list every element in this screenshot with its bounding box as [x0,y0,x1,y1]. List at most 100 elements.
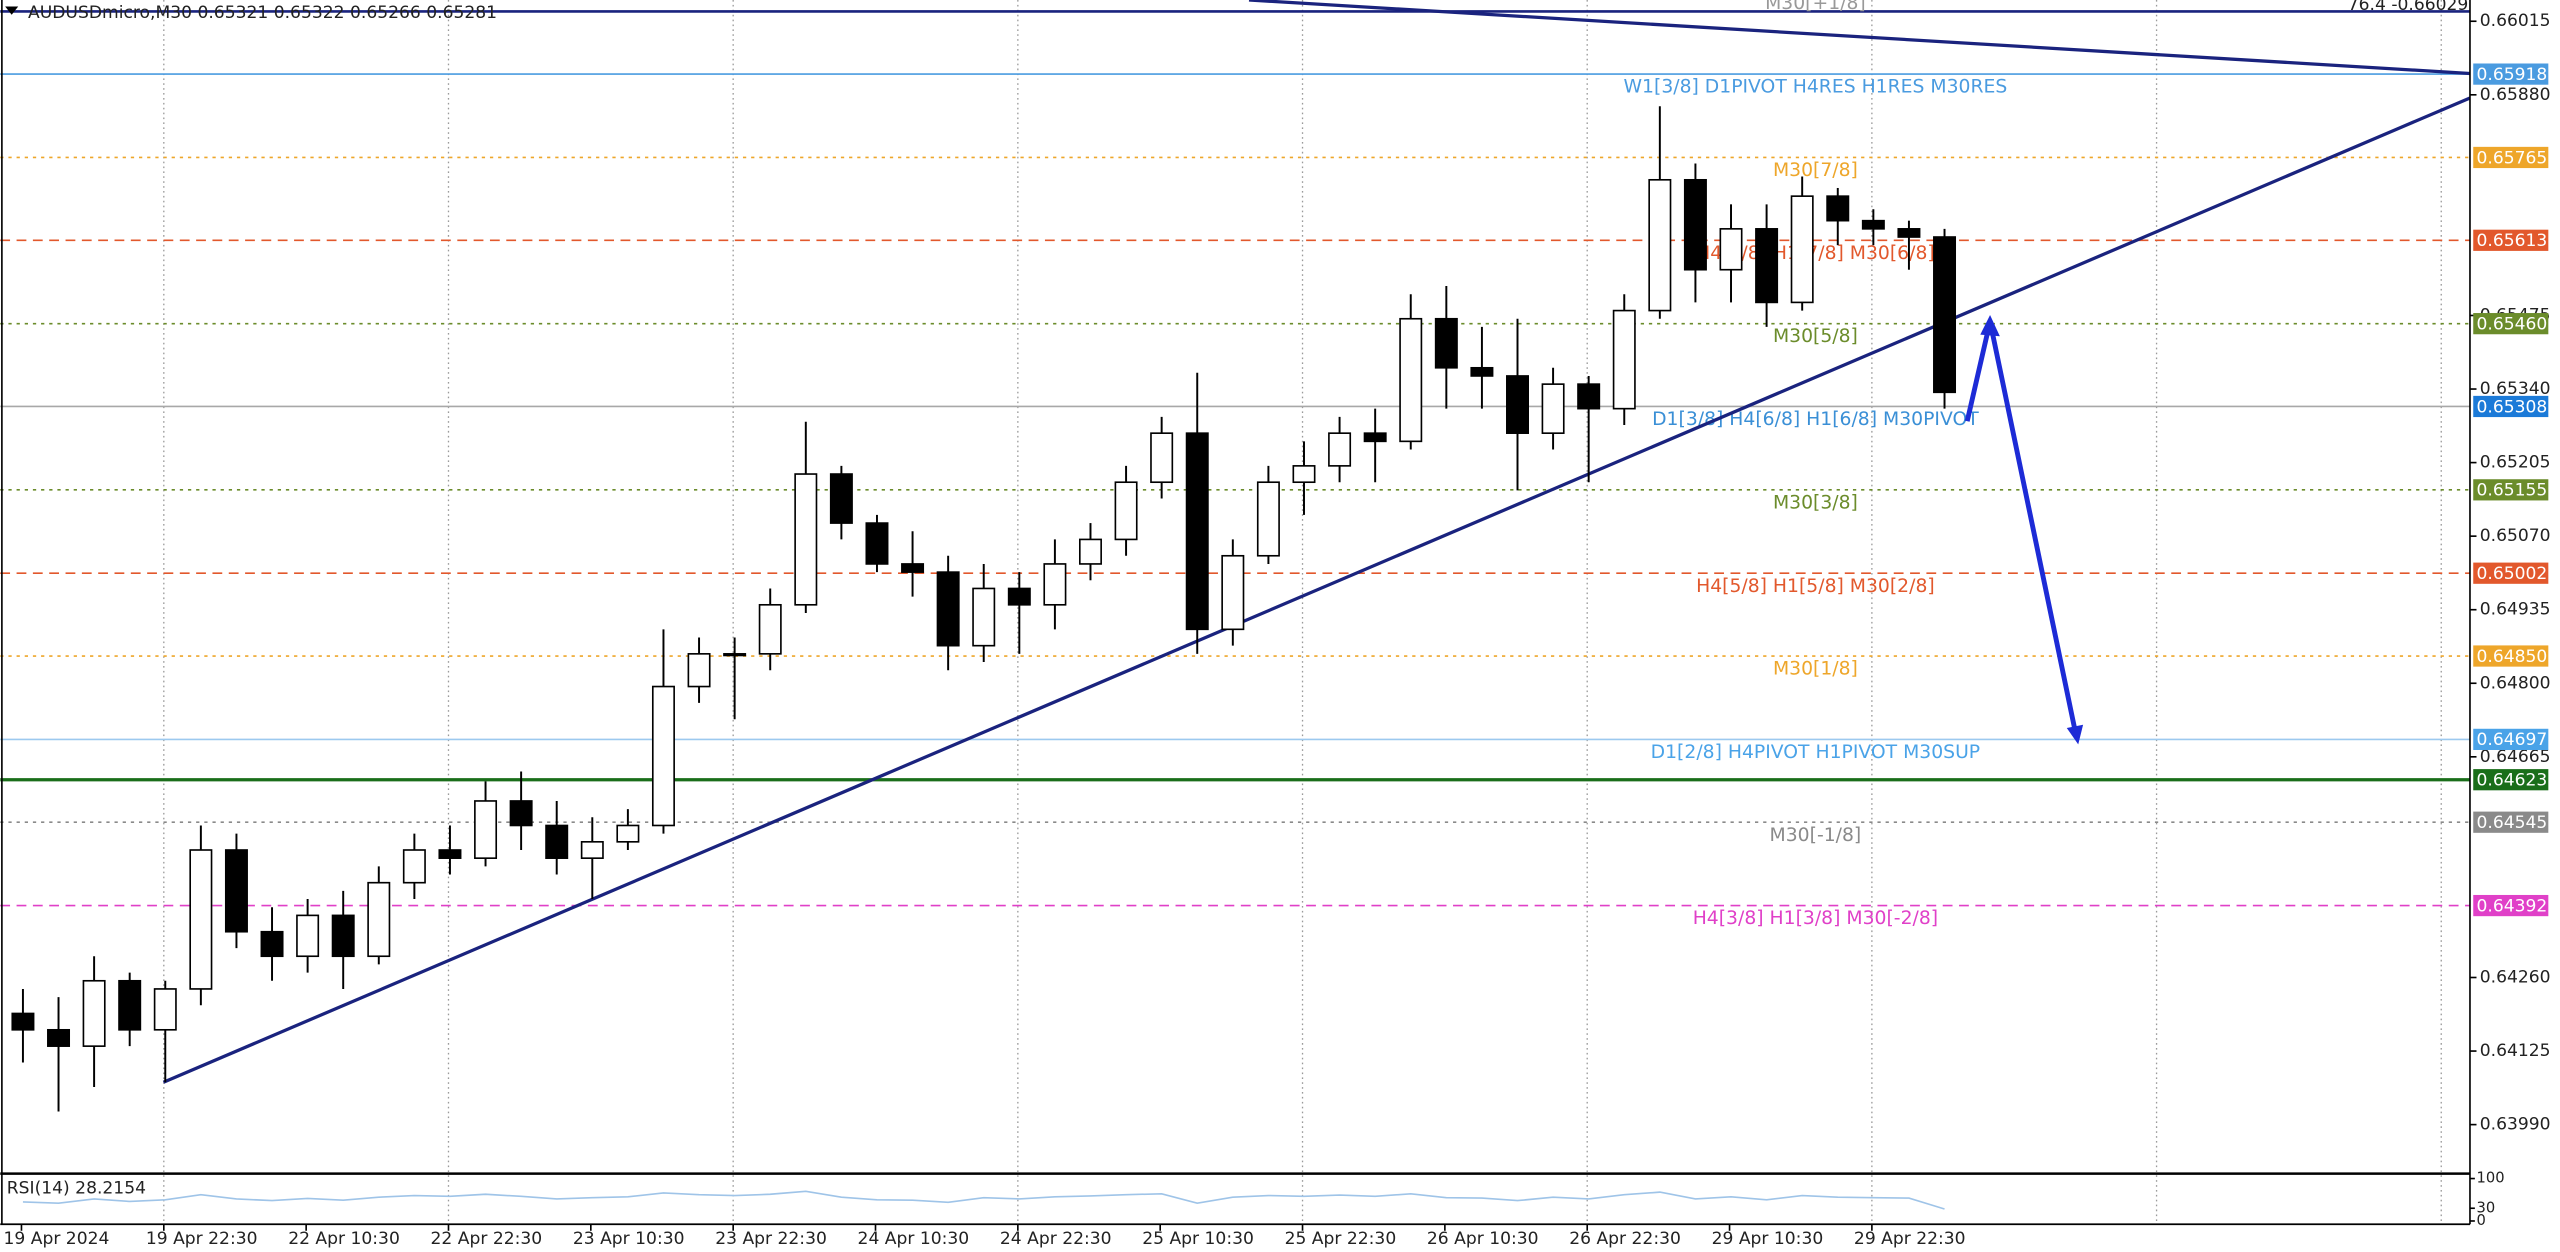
candle-body [829,473,853,524]
price-box [2473,728,2549,750]
price-box-label: 0.64623 [2477,771,2548,791]
candle-body [580,841,604,859]
price-box-label: 0.64545 [2477,813,2548,833]
candle-body [1399,317,1423,443]
price-box [2473,313,2549,335]
price-box-label: 0.64392 [2477,896,2548,916]
x-tick-label: 22 Apr 10:30 [288,1229,400,1249]
x-tick-label: 23 Apr 10:30 [573,1229,685,1249]
x-tick-label: 23 Apr 22:30 [715,1229,827,1249]
candle-body [509,800,533,827]
candle-body [1648,178,1672,312]
y-tick-label: 0.64665 [2480,747,2551,767]
rsi-label: RSI(14) 28.2154 [7,1178,146,1198]
y-tick-label: 0.65880 [2480,85,2551,105]
y-tick-label: 0.65340 [2480,379,2551,399]
x-tick-label: 19 Apr 22:30 [146,1229,258,1249]
candle-body [1256,481,1280,557]
candle-body [82,979,106,1047]
candle-body [651,685,675,827]
y-tick-label: 0.65070 [2480,526,2551,546]
price-box-label: 0.65460 [2477,314,2548,334]
x-tick-label: 29 Apr 10:30 [1712,1229,1824,1249]
price-box [2473,562,2549,584]
x-tick-label: 19 Apr 2024 [4,1229,110,1249]
candle-body [1043,563,1067,606]
candle-body [1078,538,1102,565]
y-tick-label: 0.64125 [2480,1041,2551,1061]
candle-body [936,571,960,647]
price-box [2473,645,2549,667]
x-tick-label: 24 Apr 22:30 [1000,1229,1112,1249]
header-icon [5,6,19,15]
candle-body [1363,432,1387,443]
price-box [2473,479,2549,501]
level-label: M30[5/8] [1773,326,1858,347]
price-box-label: 0.65155 [2477,481,2548,501]
y-tick-label: 0.64935 [2480,600,2551,620]
x-tick-label: 25 Apr 10:30 [1142,1229,1254,1249]
price-box-label: 0.65613 [2477,231,2548,251]
candle-body [723,653,747,657]
trendline [1248,0,2471,76]
axes: 19 Apr 2024 19 Apr 22:30 22 Apr 10:30 22 Ap… [4,11,2551,1249]
candle-body [1292,465,1316,484]
candle-body [47,1028,71,1047]
level-label: M30[7/8] [1773,160,1858,181]
chart-title: AUDUSDmicro,M30 0.65321 0.65322 0.65266 … [28,3,497,23]
grid [163,0,2442,1225]
candle-body [616,824,640,843]
y-tick-label: 0.65205 [2480,453,2551,473]
price-box [2473,395,2549,418]
x-tick-label: 22 Apr 22:30 [431,1229,543,1249]
x-tick-label: 26 Apr 22:30 [1569,1229,1681,1249]
candle-body [1577,383,1601,410]
arrow-head [2066,724,2084,745]
candle-body [1612,309,1636,410]
level-label: M30[3/8] [1773,492,1858,513]
arrow-head [1980,315,2000,337]
annotation: M30[+1/8] [1765,0,1866,14]
annotation: 76.4 -0.66029 [2348,0,2469,15]
candle-body [1897,228,1921,238]
rsi-tick-label: 30 [2477,1199,2496,1216]
level-label: M30[1/8] [1773,659,1858,680]
candle-body [224,849,248,933]
candle-body [901,563,925,573]
candle-body [1434,317,1458,369]
price-box [2473,63,2549,85]
candle-body [794,473,818,606]
price-box-label: 0.64697 [2477,730,2548,750]
x-tick-label: 24 Apr 10:30 [858,1229,970,1249]
price-box [2473,146,2549,169]
candle-body [1826,195,1850,222]
candle-body [1221,554,1245,631]
candle-body [189,849,213,990]
trendline [162,96,2471,1084]
x-tick-label: 29 Apr 22:30 [1854,1229,1966,1249]
level-label: H4[3/8] H1[3/8] M30[-2/8] [1693,908,1938,929]
candle-body [1755,228,1779,304]
candle-body [865,522,889,565]
candle-body [118,979,142,1031]
level-label: D1[3/8] H4[6/8] H1[6/8] M30PIVOT [1652,409,1979,430]
candle-body [260,930,284,958]
candle-body [1328,432,1352,467]
candle-body [11,1012,35,1031]
y-tick-label: 0.66015 [2480,11,2551,31]
candle-body [1007,587,1031,606]
price-box [2473,811,2549,833]
candle-body [1683,178,1707,271]
candle-body [1933,236,1957,394]
y-tick-label: 0.64800 [2480,673,2551,693]
level-label: D1[2/8] H4PIVOT H1PIVOT M30SUP [1651,742,1980,763]
candle-body [687,653,711,688]
price-box [2473,769,2549,791]
candle-body [331,914,355,958]
level-label: W1[3/8] D1PIVOT H4RES H1RES M30RES [1624,77,2008,98]
y-tick-label: 0.64260 [2480,967,2551,987]
y-tick-label: 0.63990 [2480,1115,2551,1135]
